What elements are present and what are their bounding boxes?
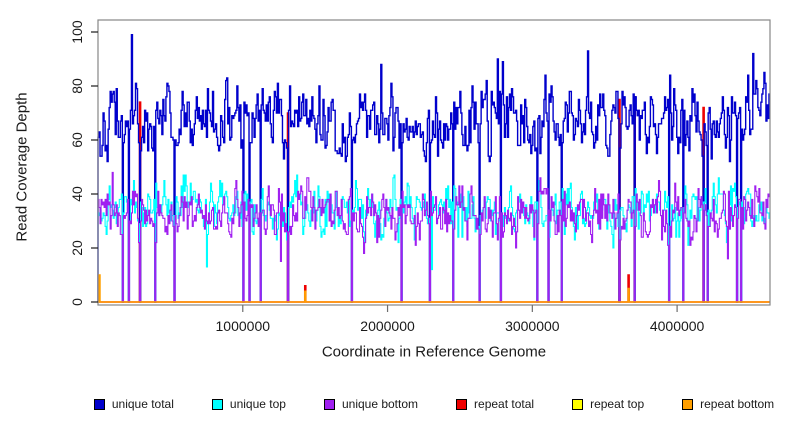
unique-total-swatch-icon [93, 398, 105, 410]
svg-text:80: 80 [69, 78, 85, 94]
legend-item-repeat-total: repeat total [456, 397, 534, 411]
legend-label: repeat total [474, 397, 535, 411]
svg-text:60: 60 [69, 132, 85, 148]
unique-bottom-swatch-icon [323, 398, 335, 410]
svg-text:4000000: 4000000 [650, 318, 705, 334]
svg-text:40: 40 [69, 186, 85, 202]
repeat-bottom-swatch-icon [682, 398, 694, 410]
legend-label: repeat bottom [700, 397, 775, 411]
svg-text:1000000: 1000000 [216, 318, 271, 334]
repeat-total-swatch-icon [456, 398, 468, 410]
unique-top-swatch-icon [211, 398, 223, 410]
svg-text:100: 100 [69, 20, 85, 44]
repeat-top-swatch-icon [572, 398, 584, 410]
legend-label: unique bottom [341, 397, 419, 411]
legend-label: unique total [111, 397, 174, 411]
svg-text:20: 20 [69, 240, 85, 256]
svg-text:2000000: 2000000 [360, 318, 415, 334]
legend-item-repeat-top: repeat top [572, 397, 644, 411]
x-axis-title: Coordinate in Reference Genome [321, 343, 547, 361]
svg-text:0: 0 [69, 298, 85, 306]
chart-legend: unique total unique top unique bottom re… [93, 397, 774, 411]
legend-label: unique top [229, 397, 286, 411]
y-axis-title: Read Coverage Depth [13, 92, 31, 242]
legend-item-unique-total: unique total [93, 397, 174, 411]
legend-item-unique-top: unique top [211, 397, 286, 411]
svg-text:3000000: 3000000 [505, 318, 560, 334]
legend-item-repeat-bottom: repeat bottom [682, 397, 774, 411]
legend-item-unique-bottom: unique bottom [323, 397, 419, 411]
legend-label: repeat top [590, 397, 645, 411]
